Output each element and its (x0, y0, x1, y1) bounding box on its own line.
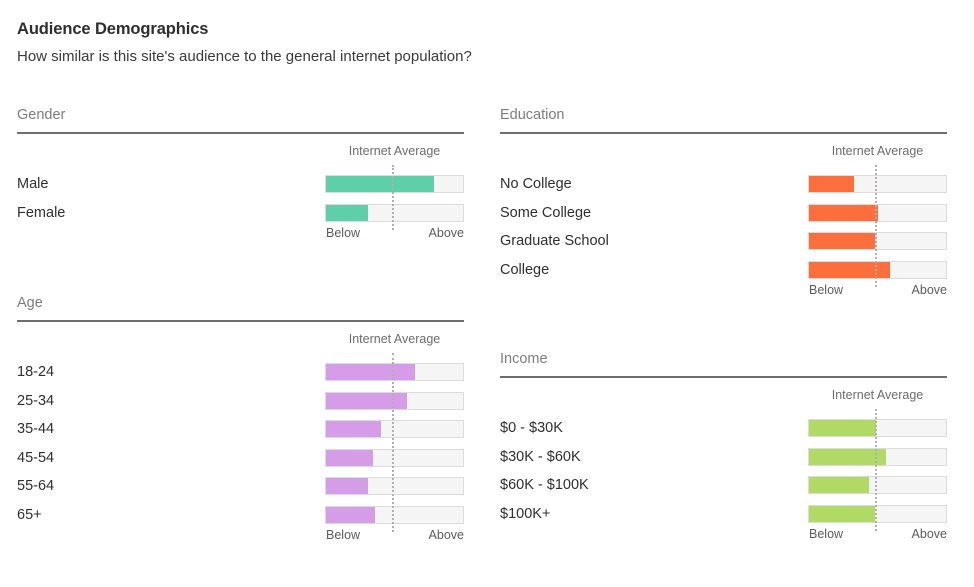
row-label: 18-24 (17, 364, 55, 380)
bar-fill (809, 448, 886, 465)
internet-average-caption-gender: Internet Average (348, 144, 441, 158)
panel-title-gender: Gender (17, 107, 66, 123)
panel-divider-age (17, 320, 464, 322)
page-subtitle: How similar is this site's audience to t… (17, 48, 472, 65)
bar-fill (326, 506, 376, 523)
internet-average-line (875, 409, 877, 531)
bar-track (808, 419, 947, 437)
bar-fill (809, 477, 870, 493)
bar-track (808, 232, 947, 250)
row-label: $60K - $100K (500, 477, 589, 493)
bar-track (808, 260, 947, 279)
bar-fill (326, 392, 407, 409)
bar-fill (326, 204, 369, 221)
bar-track (325, 175, 464, 193)
scale-label-below: Below (326, 527, 361, 542)
row-label: Graduate School (500, 233, 609, 249)
bar-track (808, 476, 947, 494)
row-label: 65+ (17, 506, 42, 523)
bar-track (808, 447, 947, 466)
bar-track (325, 203, 464, 222)
scale-label-above: Above (428, 225, 464, 240)
internet-average-line (392, 165, 394, 230)
scale-label-above: Above (911, 282, 947, 297)
scale-label-below: Below (809, 282, 844, 297)
row-label: No College (500, 176, 572, 192)
row-label: $30K - $60K (500, 448, 581, 465)
scale-label-above: Above (911, 526, 947, 541)
bar-fill (809, 261, 890, 278)
scale-label-below: Below (326, 225, 361, 240)
bar-track (325, 505, 464, 524)
bar-track (325, 420, 464, 438)
bar-track (808, 504, 947, 523)
bar-fill (809, 204, 878, 221)
panel-title-age: Age (17, 295, 43, 311)
row-label: 55-64 (17, 478, 55, 494)
row-label: $100K+ (500, 505, 551, 522)
panel-divider-education (500, 132, 947, 134)
panel-title-education: Education (500, 107, 565, 123)
bar-fill (326, 449, 373, 466)
bar-fill (326, 176, 435, 192)
internet-average-caption-education: Internet Average (831, 144, 924, 158)
bar-track (325, 477, 464, 495)
bar-fill (326, 421, 381, 437)
row-label: College (500, 261, 550, 278)
bar-track (325, 363, 464, 381)
bar-track (325, 448, 464, 467)
scale-label-below: Below (809, 526, 844, 541)
row-label: Some College (500, 204, 592, 221)
panel-divider-income (500, 376, 947, 378)
bar-fill (809, 505, 875, 522)
row-label: 45-54 (17, 449, 55, 466)
bar-track (325, 391, 464, 410)
bar-fill (809, 420, 877, 436)
row-label: 35-44 (17, 421, 55, 437)
page-title: Audience Demographics (17, 20, 209, 38)
row-label: Female (17, 204, 66, 221)
bar-track (808, 175, 947, 193)
scale-label-above: Above (428, 527, 464, 542)
internet-average-caption-age: Internet Average (348, 332, 441, 346)
panel-divider-gender (17, 132, 464, 134)
bar-fill (326, 364, 416, 380)
bar-fill (326, 478, 369, 494)
internet-average-line (875, 165, 877, 287)
panel-title-income: Income (500, 351, 548, 367)
row-label: Male (17, 176, 49, 192)
bar-track (808, 203, 947, 222)
bar-fill (809, 176, 855, 192)
bar-fill (809, 233, 875, 249)
internet-average-caption-income: Internet Average (831, 388, 924, 402)
internet-average-line (392, 353, 394, 532)
row-label: 25-34 (17, 392, 55, 409)
row-label: $0 - $30K (500, 420, 563, 436)
